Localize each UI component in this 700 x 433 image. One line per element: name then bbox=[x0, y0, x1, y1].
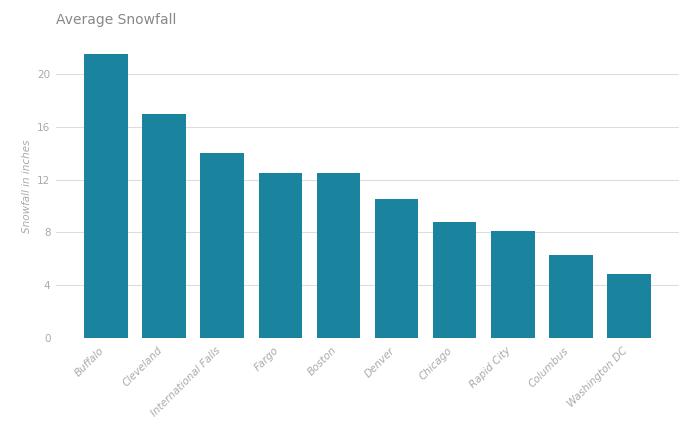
Y-axis label: Snowfall in inches: Snowfall in inches bbox=[22, 139, 32, 233]
Text: Average Snowfall: Average Snowfall bbox=[56, 13, 176, 26]
Bar bbox=[433, 222, 477, 338]
Bar bbox=[607, 275, 651, 338]
Bar bbox=[374, 199, 419, 338]
Bar bbox=[84, 55, 128, 338]
Bar bbox=[200, 153, 244, 338]
Bar bbox=[316, 173, 361, 338]
Bar bbox=[258, 173, 302, 338]
Bar bbox=[549, 255, 593, 338]
Bar bbox=[491, 231, 535, 338]
Bar bbox=[142, 114, 186, 338]
